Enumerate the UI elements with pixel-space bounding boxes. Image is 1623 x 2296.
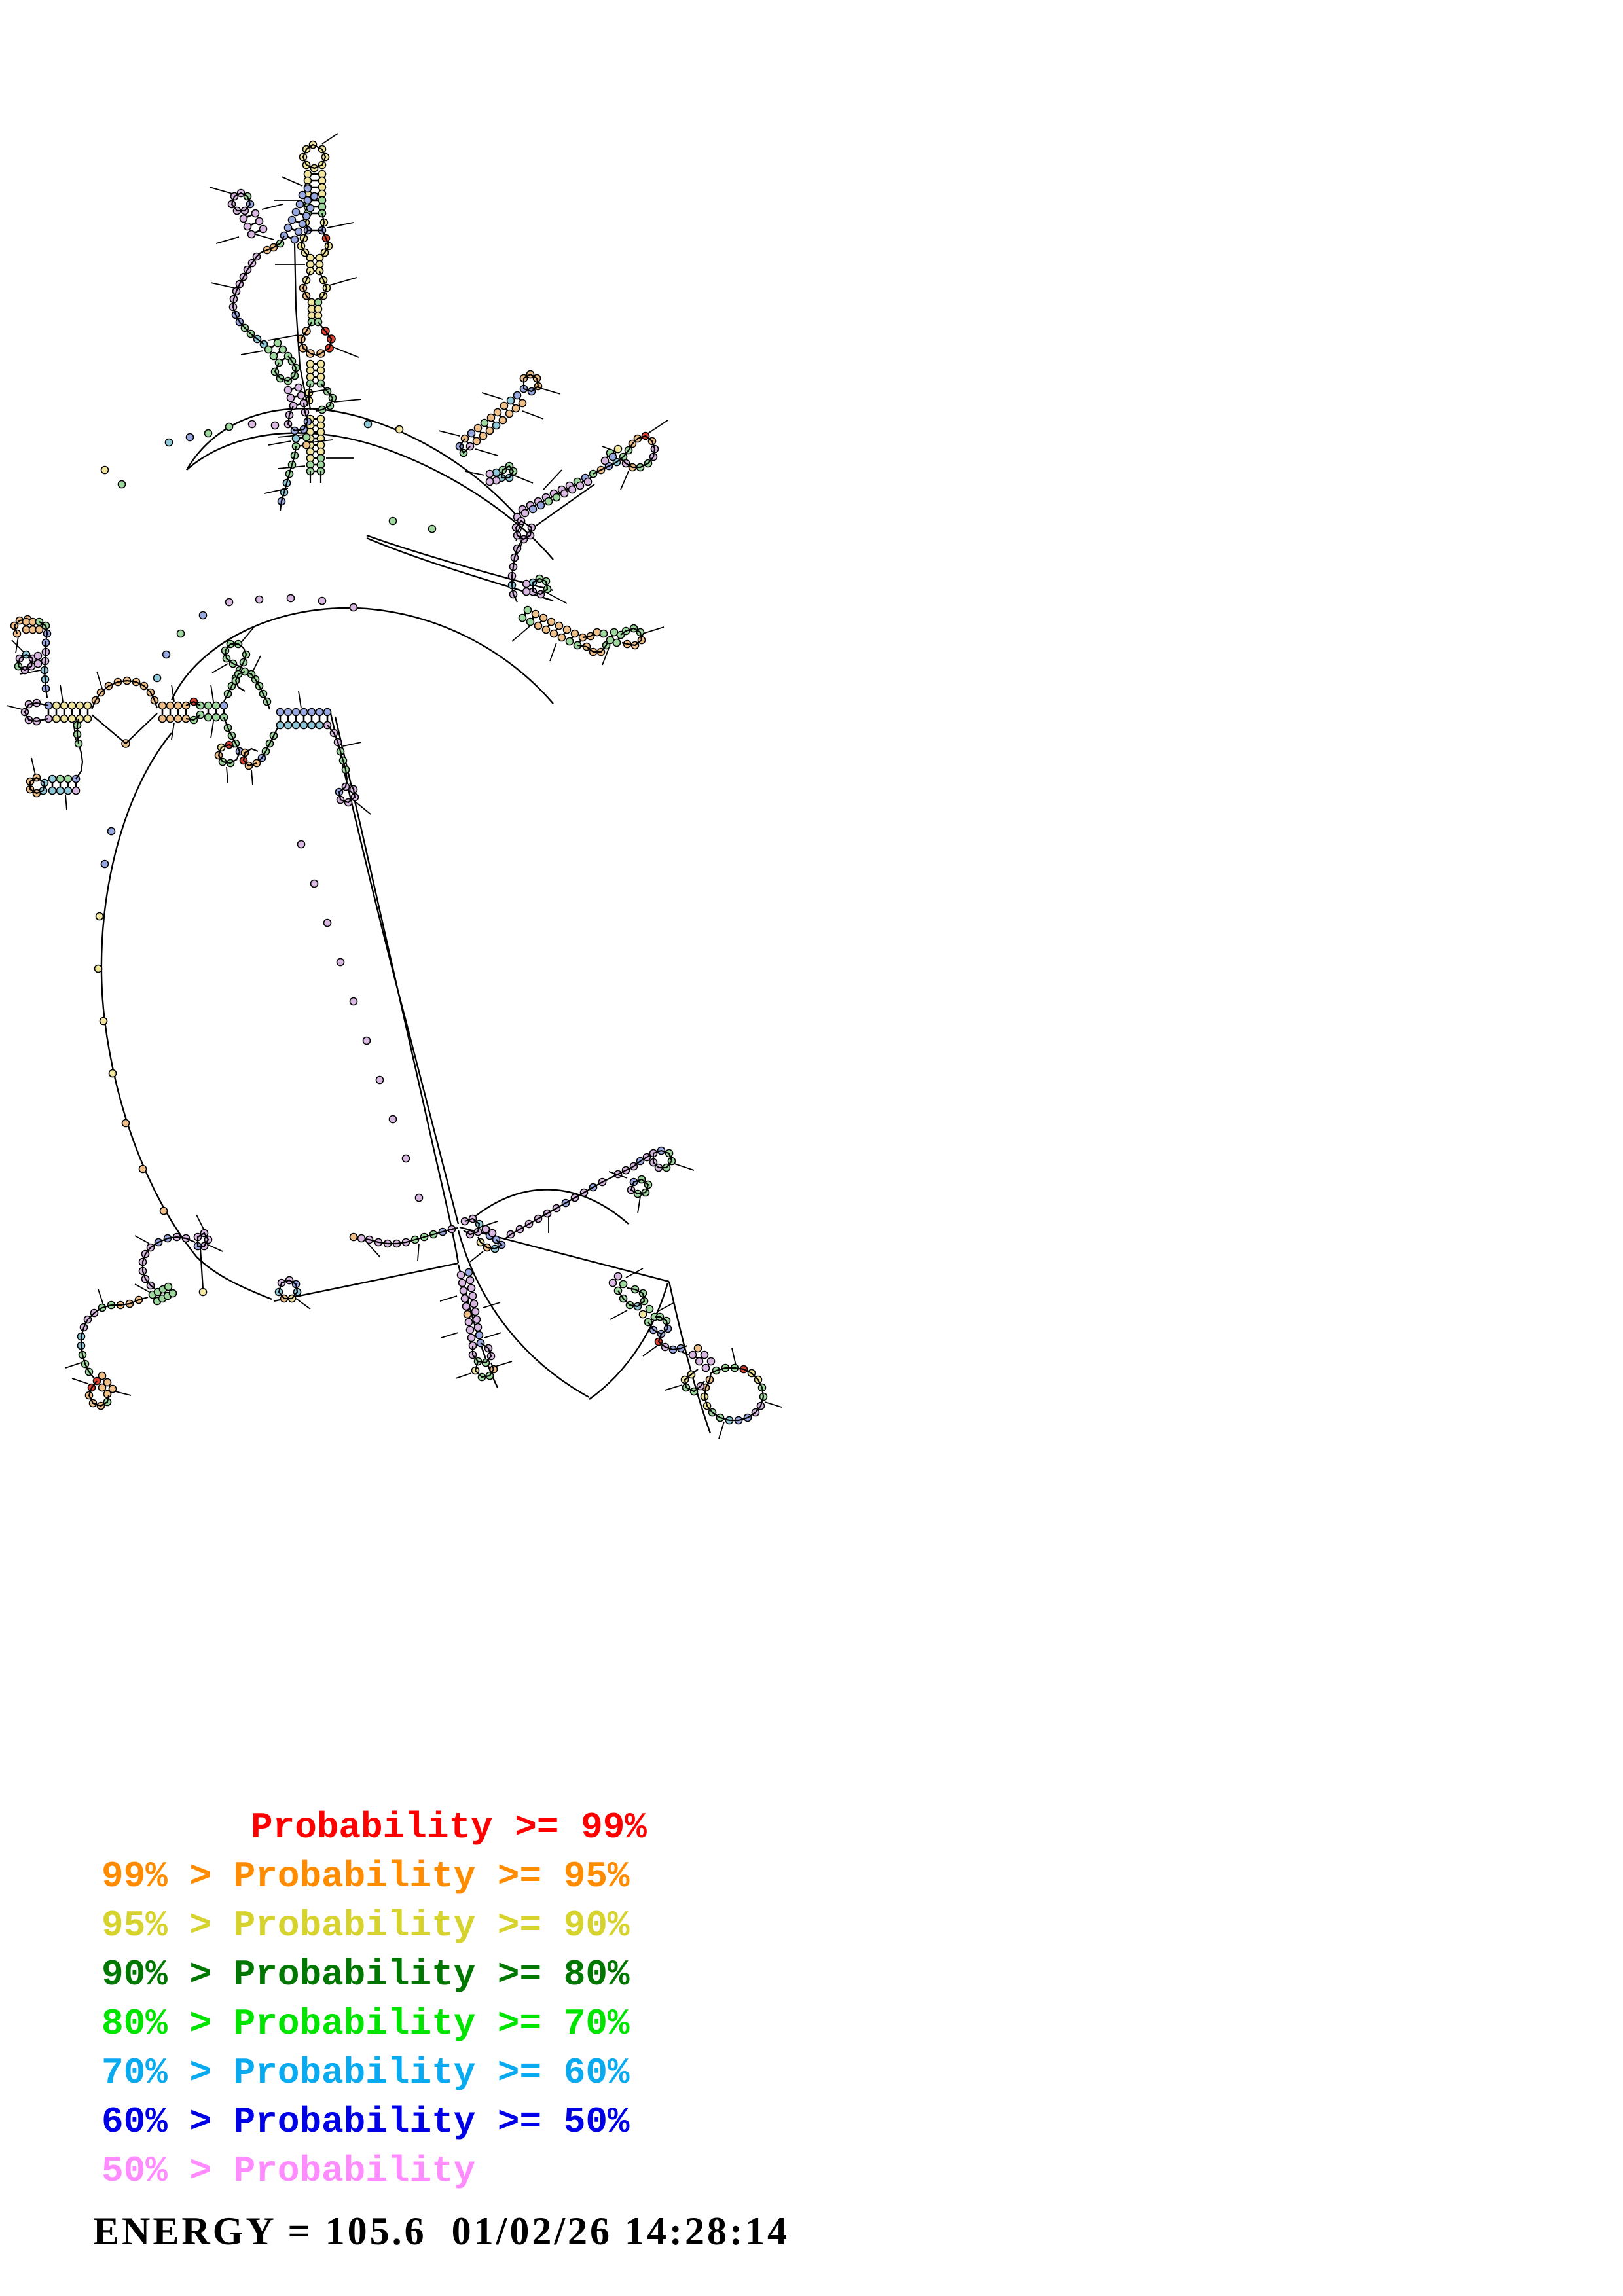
misc-loops [94, 420, 437, 1310]
helix-left-arm [6, 615, 255, 811]
legend-row-60: 70% > Probability >= 60% [101, 2052, 630, 2094]
helix-mid-left-cluster [231, 655, 371, 815]
helix-mid-right-branch [507, 516, 665, 666]
helix-bottom-left-lobe [65, 1214, 223, 1410]
legend-row-50: 60% > Probability >= 50% [101, 2101, 630, 2143]
legend-row-70: 80% > Probability >= 70% [101, 2003, 630, 2045]
bottom-large-loop [700, 1348, 782, 1439]
rna-graph [6, 133, 782, 1439]
helix-top-left-cluster [209, 176, 333, 511]
helix-mid-lower-left [439, 1268, 513, 1382]
helix-top-central [268, 133, 362, 483]
rna-structure-plot [6, 133, 782, 1439]
probability-legend: Probability >= 99% 99% > Probability >= … [0, 1803, 1623, 2196]
energy-timestamp-line: ENERGY = 105.6 01/02/26 14:28:14 [93, 2210, 790, 2253]
legend-row-under50: 50% > Probability [101, 2150, 476, 2192]
legend-row-90: 95% > Probability >= 90% [101, 1905, 630, 1946]
helix-bottom-right [349, 1146, 782, 1439]
legend-row-95: 99% > Probability >= 95% [101, 1856, 630, 1897]
legend-row-80: 90% > Probability >= 80% [101, 1954, 630, 1996]
legend-row-99: Probability >= 99% [251, 1806, 647, 1848]
helix-top-right-cluster [438, 370, 668, 541]
